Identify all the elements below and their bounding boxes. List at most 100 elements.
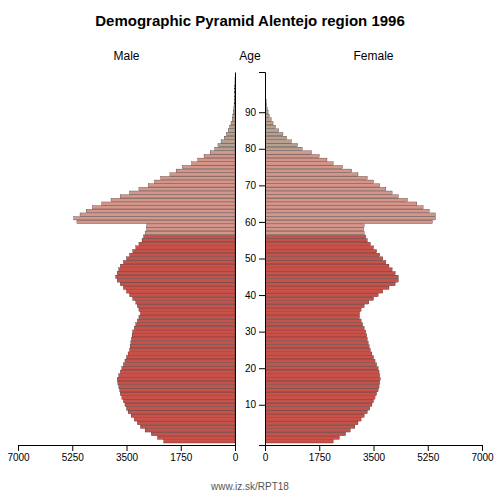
bar [265, 388, 378, 391]
bar [128, 352, 235, 355]
bar [265, 348, 370, 351]
bar [137, 304, 235, 307]
bar [74, 217, 235, 220]
panel: 01750350052507000 [7, 73, 238, 464]
bar [265, 246, 374, 249]
bar [182, 165, 235, 168]
bar [122, 367, 235, 370]
bar [230, 125, 235, 128]
bar [265, 147, 302, 150]
bar [265, 239, 367, 242]
bar [265, 293, 378, 296]
tick-mark [181, 445, 182, 451]
bar [131, 414, 235, 417]
bar [145, 231, 235, 234]
axis-line [266, 446, 483, 452]
bar [80, 213, 235, 216]
bar [234, 96, 235, 99]
bar [102, 202, 235, 205]
bar [120, 195, 235, 198]
bar [265, 279, 398, 282]
axis-line [19, 446, 236, 452]
bar [119, 385, 235, 388]
title: Demographic Pyramid Alentejo region 1996 [95, 12, 405, 29]
bar [265, 122, 273, 125]
bar [198, 158, 235, 161]
bar [265, 341, 368, 344]
tick-mark [72, 445, 73, 451]
bar [116, 275, 235, 278]
bar [137, 421, 235, 424]
bar [139, 242, 235, 245]
bar [204, 154, 235, 157]
bar [265, 352, 372, 355]
y-axis: 102030405060708090 [245, 73, 266, 446]
bar [265, 330, 366, 333]
bar [147, 224, 235, 227]
bar [265, 385, 379, 388]
tick-mark [259, 222, 265, 223]
bar [131, 341, 235, 344]
bar [119, 374, 235, 377]
bar [86, 209, 235, 212]
bar [265, 209, 429, 212]
bar [265, 429, 350, 432]
bar [144, 235, 235, 238]
tick-label: 5250 [62, 452, 85, 463]
tick: 0 [233, 445, 239, 463]
bar [147, 228, 235, 231]
bar [265, 191, 392, 194]
bar [265, 440, 333, 443]
bar [125, 359, 235, 362]
bars [265, 78, 436, 443]
bar [161, 176, 235, 179]
bar [265, 381, 380, 384]
bar [221, 140, 235, 143]
bar [137, 319, 235, 322]
bar [265, 271, 395, 274]
bar [265, 414, 364, 417]
bar [117, 279, 235, 282]
tick-label: 1750 [309, 452, 332, 463]
bar [145, 429, 235, 432]
bar [265, 228, 364, 231]
tick: 10 [245, 399, 265, 410]
bar [128, 410, 235, 413]
bar [210, 151, 235, 154]
bar [118, 381, 235, 384]
bar [265, 312, 360, 315]
tick-label: 5250 [417, 452, 440, 463]
bar [265, 195, 398, 198]
bar [130, 191, 235, 194]
bar [265, 140, 291, 143]
bar [265, 436, 339, 439]
tick: 3500 [116, 445, 139, 463]
panel: 01750350052507000102030405060708090 [245, 73, 494, 464]
bar [265, 370, 379, 373]
panel-header: Male [113, 49, 139, 63]
bar [127, 290, 236, 293]
tick-mark [259, 185, 265, 186]
tick-label: 20 [245, 363, 257, 374]
bar [133, 330, 235, 333]
bar [265, 356, 374, 359]
bar [265, 337, 367, 340]
bar [265, 323, 363, 326]
tick-label: 0 [263, 452, 269, 463]
bar [127, 407, 236, 410]
bar [265, 217, 436, 220]
tick-label: 80 [245, 143, 257, 154]
tick-label: 40 [245, 290, 257, 301]
bar [265, 308, 361, 311]
bar [130, 253, 235, 256]
bar [265, 165, 343, 168]
bar [265, 257, 383, 260]
bar [265, 396, 375, 399]
bar [265, 432, 346, 435]
tick-mark [259, 405, 265, 406]
bar [164, 440, 235, 443]
tick-mark [428, 445, 429, 451]
bar [125, 403, 235, 406]
tick-mark [18, 445, 19, 451]
tick: 1750 [309, 445, 332, 463]
